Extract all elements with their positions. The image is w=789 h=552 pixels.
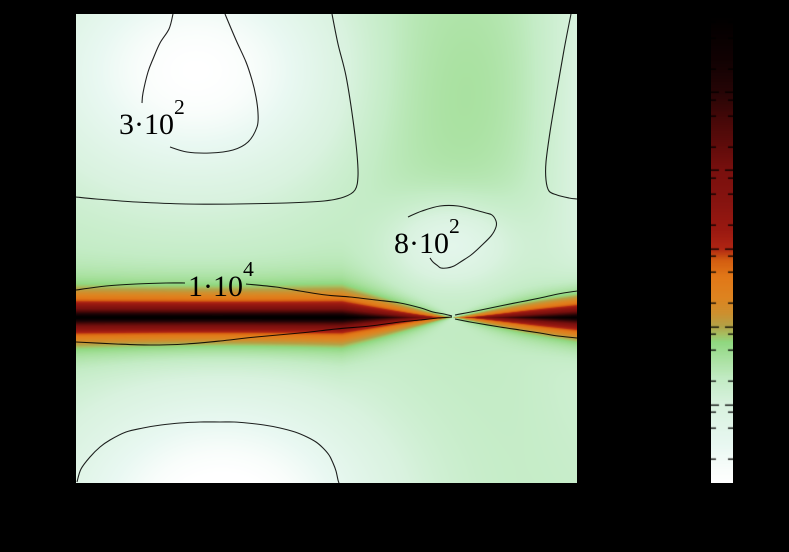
colorbar xyxy=(710,13,734,484)
contour-label-1e4: 1·104 xyxy=(188,258,254,303)
contour-label-3e2-mantissa: 3·10 xyxy=(119,108,174,141)
heatmap-canvas xyxy=(75,13,578,484)
contour-label-8e2-exponent: 2 xyxy=(449,213,460,238)
contour-label-1e4-exponent: 4 xyxy=(243,256,254,281)
contour-label-1e4-mantissa: 1·10 xyxy=(188,270,243,303)
colorbar-panel xyxy=(710,13,734,484)
contour-label-8e2-mantissa: 8·10 xyxy=(394,227,449,260)
contour-label-3e2-exponent: 2 xyxy=(174,94,185,119)
contour-label-3e2: 3·102 xyxy=(119,96,185,141)
contour-label-8e2: 8·102 xyxy=(394,215,460,260)
heatmap-panel: 3·102 1·104 8·102 xyxy=(75,13,578,484)
